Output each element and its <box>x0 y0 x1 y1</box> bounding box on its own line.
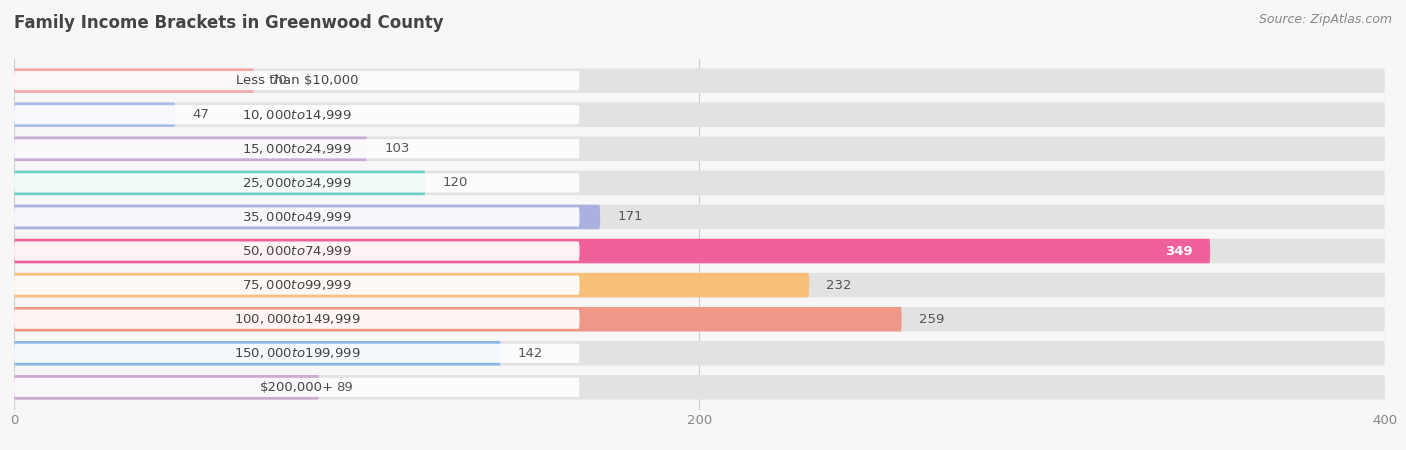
FancyBboxPatch shape <box>14 173 579 193</box>
Text: 259: 259 <box>920 313 945 326</box>
FancyBboxPatch shape <box>14 207 579 226</box>
FancyBboxPatch shape <box>14 239 1385 263</box>
FancyBboxPatch shape <box>14 239 1211 263</box>
FancyBboxPatch shape <box>14 307 901 332</box>
Text: $15,000 to $24,999: $15,000 to $24,999 <box>242 142 352 156</box>
Text: 47: 47 <box>193 108 209 121</box>
FancyBboxPatch shape <box>14 103 176 127</box>
Text: 70: 70 <box>271 74 288 87</box>
Text: $100,000 to $149,999: $100,000 to $149,999 <box>233 312 360 326</box>
FancyBboxPatch shape <box>14 273 1385 297</box>
FancyBboxPatch shape <box>14 171 1385 195</box>
Text: $75,000 to $99,999: $75,000 to $99,999 <box>242 278 352 292</box>
Text: $200,000+: $200,000+ <box>260 381 333 394</box>
FancyBboxPatch shape <box>14 68 1385 93</box>
FancyBboxPatch shape <box>14 341 501 365</box>
Text: 171: 171 <box>617 211 643 224</box>
FancyBboxPatch shape <box>14 375 319 400</box>
FancyBboxPatch shape <box>14 375 1385 400</box>
FancyBboxPatch shape <box>14 310 579 329</box>
FancyBboxPatch shape <box>14 242 579 261</box>
FancyBboxPatch shape <box>14 275 579 295</box>
Text: 120: 120 <box>443 176 468 189</box>
FancyBboxPatch shape <box>14 105 579 124</box>
FancyBboxPatch shape <box>14 307 1385 332</box>
Text: 89: 89 <box>336 381 353 394</box>
Text: 232: 232 <box>827 279 852 292</box>
Text: $10,000 to $14,999: $10,000 to $14,999 <box>242 108 352 122</box>
Text: 142: 142 <box>517 347 543 360</box>
FancyBboxPatch shape <box>14 171 425 195</box>
FancyBboxPatch shape <box>14 103 1385 127</box>
Text: Family Income Brackets in Greenwood County: Family Income Brackets in Greenwood Coun… <box>14 14 444 32</box>
Text: Less than $10,000: Less than $10,000 <box>236 74 359 87</box>
Text: $25,000 to $34,999: $25,000 to $34,999 <box>242 176 352 190</box>
FancyBboxPatch shape <box>14 205 1385 229</box>
FancyBboxPatch shape <box>14 344 579 363</box>
FancyBboxPatch shape <box>14 378 579 397</box>
Text: $50,000 to $74,999: $50,000 to $74,999 <box>242 244 352 258</box>
FancyBboxPatch shape <box>14 273 810 297</box>
Text: $35,000 to $49,999: $35,000 to $49,999 <box>242 210 352 224</box>
FancyBboxPatch shape <box>14 136 367 161</box>
FancyBboxPatch shape <box>14 68 254 93</box>
FancyBboxPatch shape <box>14 71 579 90</box>
Text: Source: ZipAtlas.com: Source: ZipAtlas.com <box>1258 14 1392 27</box>
Text: $150,000 to $199,999: $150,000 to $199,999 <box>233 346 360 360</box>
FancyBboxPatch shape <box>14 205 600 229</box>
FancyBboxPatch shape <box>14 139 579 158</box>
FancyBboxPatch shape <box>14 341 1385 365</box>
Text: 349: 349 <box>1166 244 1192 257</box>
Text: 103: 103 <box>384 142 409 155</box>
FancyBboxPatch shape <box>14 136 1385 161</box>
